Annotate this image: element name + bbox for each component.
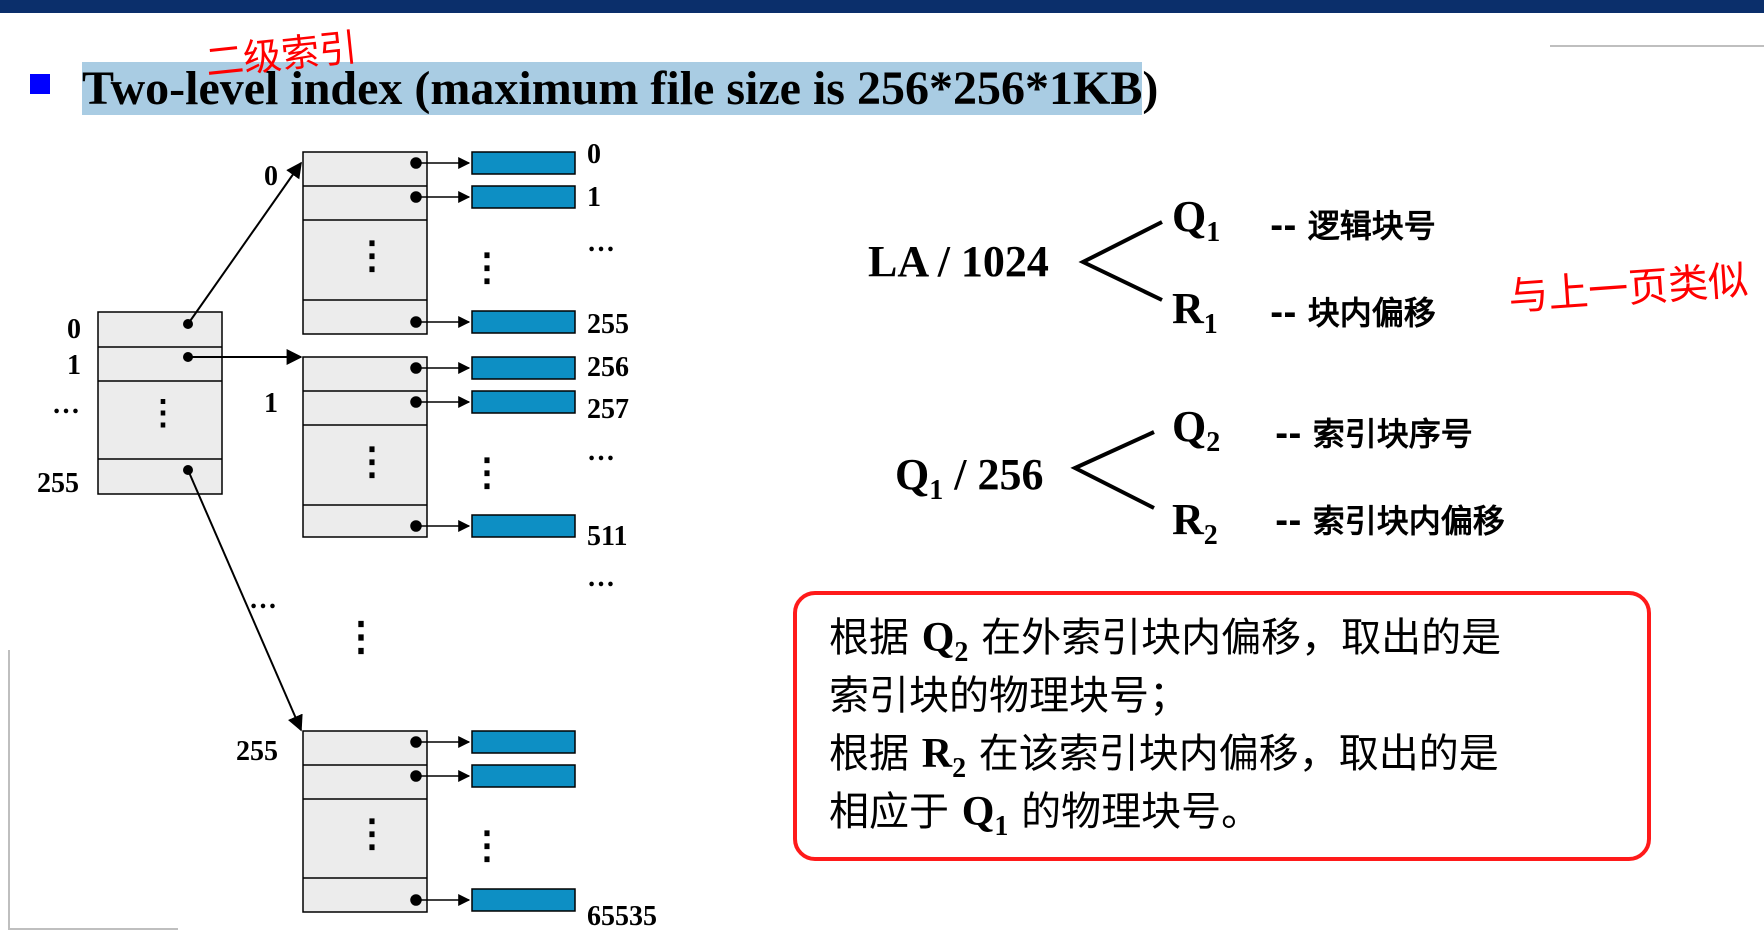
formula2-q2: Q2 — [1172, 402, 1221, 458]
divider-line — [1550, 45, 1764, 47]
slide-title: Two-level index (maximum file size is 25… — [82, 60, 1158, 118]
branch-label-ellipsis: … — [249, 584, 277, 615]
block-labels: 0 1 … 255 256 257 … 511 … 65535 — [587, 139, 657, 932]
divider-line — [8, 928, 178, 930]
block-label: … — [587, 562, 615, 593]
note-line-4: 相应于 Q1 的物理块号。 — [829, 789, 1262, 842]
block-label: 65535 — [587, 901, 657, 932]
branch-label-0: 0 — [264, 161, 278, 192]
branch-label-1: 1 — [264, 388, 278, 419]
title-tail: ) — [1142, 62, 1159, 115]
svg-text:⋮: ⋮ — [468, 825, 506, 867]
title-highlight: Two-level index (maximum file size is 25… — [82, 62, 1143, 115]
block-label: … — [587, 227, 615, 258]
formula2-q2-desc: -- 索引块序号 — [1275, 415, 1473, 453]
formula1-left: LA / 1024 — [868, 237, 1049, 286]
branch-label-255: 255 — [236, 736, 278, 767]
inner-index-table-255: ⋮ — [302, 730, 428, 913]
branch-lines — [1070, 220, 1163, 510]
note-line-3: 根据 R2 在该索引块内偏移，取出的是 — [829, 731, 1499, 784]
formula2-left: Q1 / 256 — [895, 450, 1044, 506]
block-arrows — [416, 157, 471, 906]
svg-text:⋮: ⋮ — [353, 441, 391, 483]
top-banner — [0, 0, 1764, 13]
formula1-r1: R1 — [1172, 284, 1218, 340]
svg-text:⋮: ⋮ — [468, 247, 506, 289]
block-column-dots: ⋮ ⋮ ⋮ — [468, 247, 506, 867]
svg-text:⋮: ⋮ — [353, 813, 391, 855]
note-line-2: 索引块的物理块号； — [829, 673, 1189, 719]
bullet-icon — [30, 74, 50, 94]
handwritten-note-side: 与上一页类似 — [1506, 257, 1750, 321]
svg-text:⋮: ⋮ — [468, 452, 506, 494]
outer-label-0: 0 — [67, 314, 81, 345]
divider-line — [8, 650, 10, 930]
formula1-q1: Q1 — [1172, 192, 1221, 248]
explanation-box: 根据 Q2 在外索引块内偏移，取出的是 索引块的物理块号； 根据 R2 在该索引… — [793, 591, 1651, 861]
block-label: 256 — [587, 352, 629, 383]
outer-label-255: 255 — [37, 468, 79, 499]
block-label: 1 — [587, 182, 601, 213]
block-label: … — [587, 436, 615, 467]
inner-index-table-1: ⋮ — [302, 356, 428, 538]
formula1-q1-desc: -- 逻辑块号 — [1270, 207, 1436, 245]
outer-arrows — [187, 161, 303, 732]
outer-label-1: 1 — [67, 350, 81, 381]
index-diagram: ⋮ 0 1 … 255 0 1 … 255 ⋮ ⋮ ⋮ ⋮ — [37, 139, 657, 932]
between-tables-dots: ⋮ — [341, 614, 381, 659]
data-blocks — [471, 151, 576, 912]
outer-index-table: ⋮ — [97, 311, 223, 495]
block-label: 257 — [587, 394, 629, 425]
block-label: 255 — [587, 309, 629, 340]
inner-index-table-0: ⋮ — [302, 151, 428, 335]
block-label: 0 — [587, 139, 601, 170]
svg-text:⋮: ⋮ — [353, 235, 391, 277]
block-label: 511 — [587, 521, 627, 552]
outer-dots: ⋮ — [146, 395, 180, 432]
outer-label-ellipsis: … — [52, 389, 80, 420]
formula2-r2-desc: -- 索引块内偏移 — [1275, 502, 1505, 540]
formula2-r2: R2 — [1172, 495, 1218, 551]
formula1-r1-desc: -- 块内偏移 — [1270, 294, 1436, 332]
note-line-1: 根据 Q2 在外索引块内偏移，取出的是 — [829, 615, 1502, 668]
